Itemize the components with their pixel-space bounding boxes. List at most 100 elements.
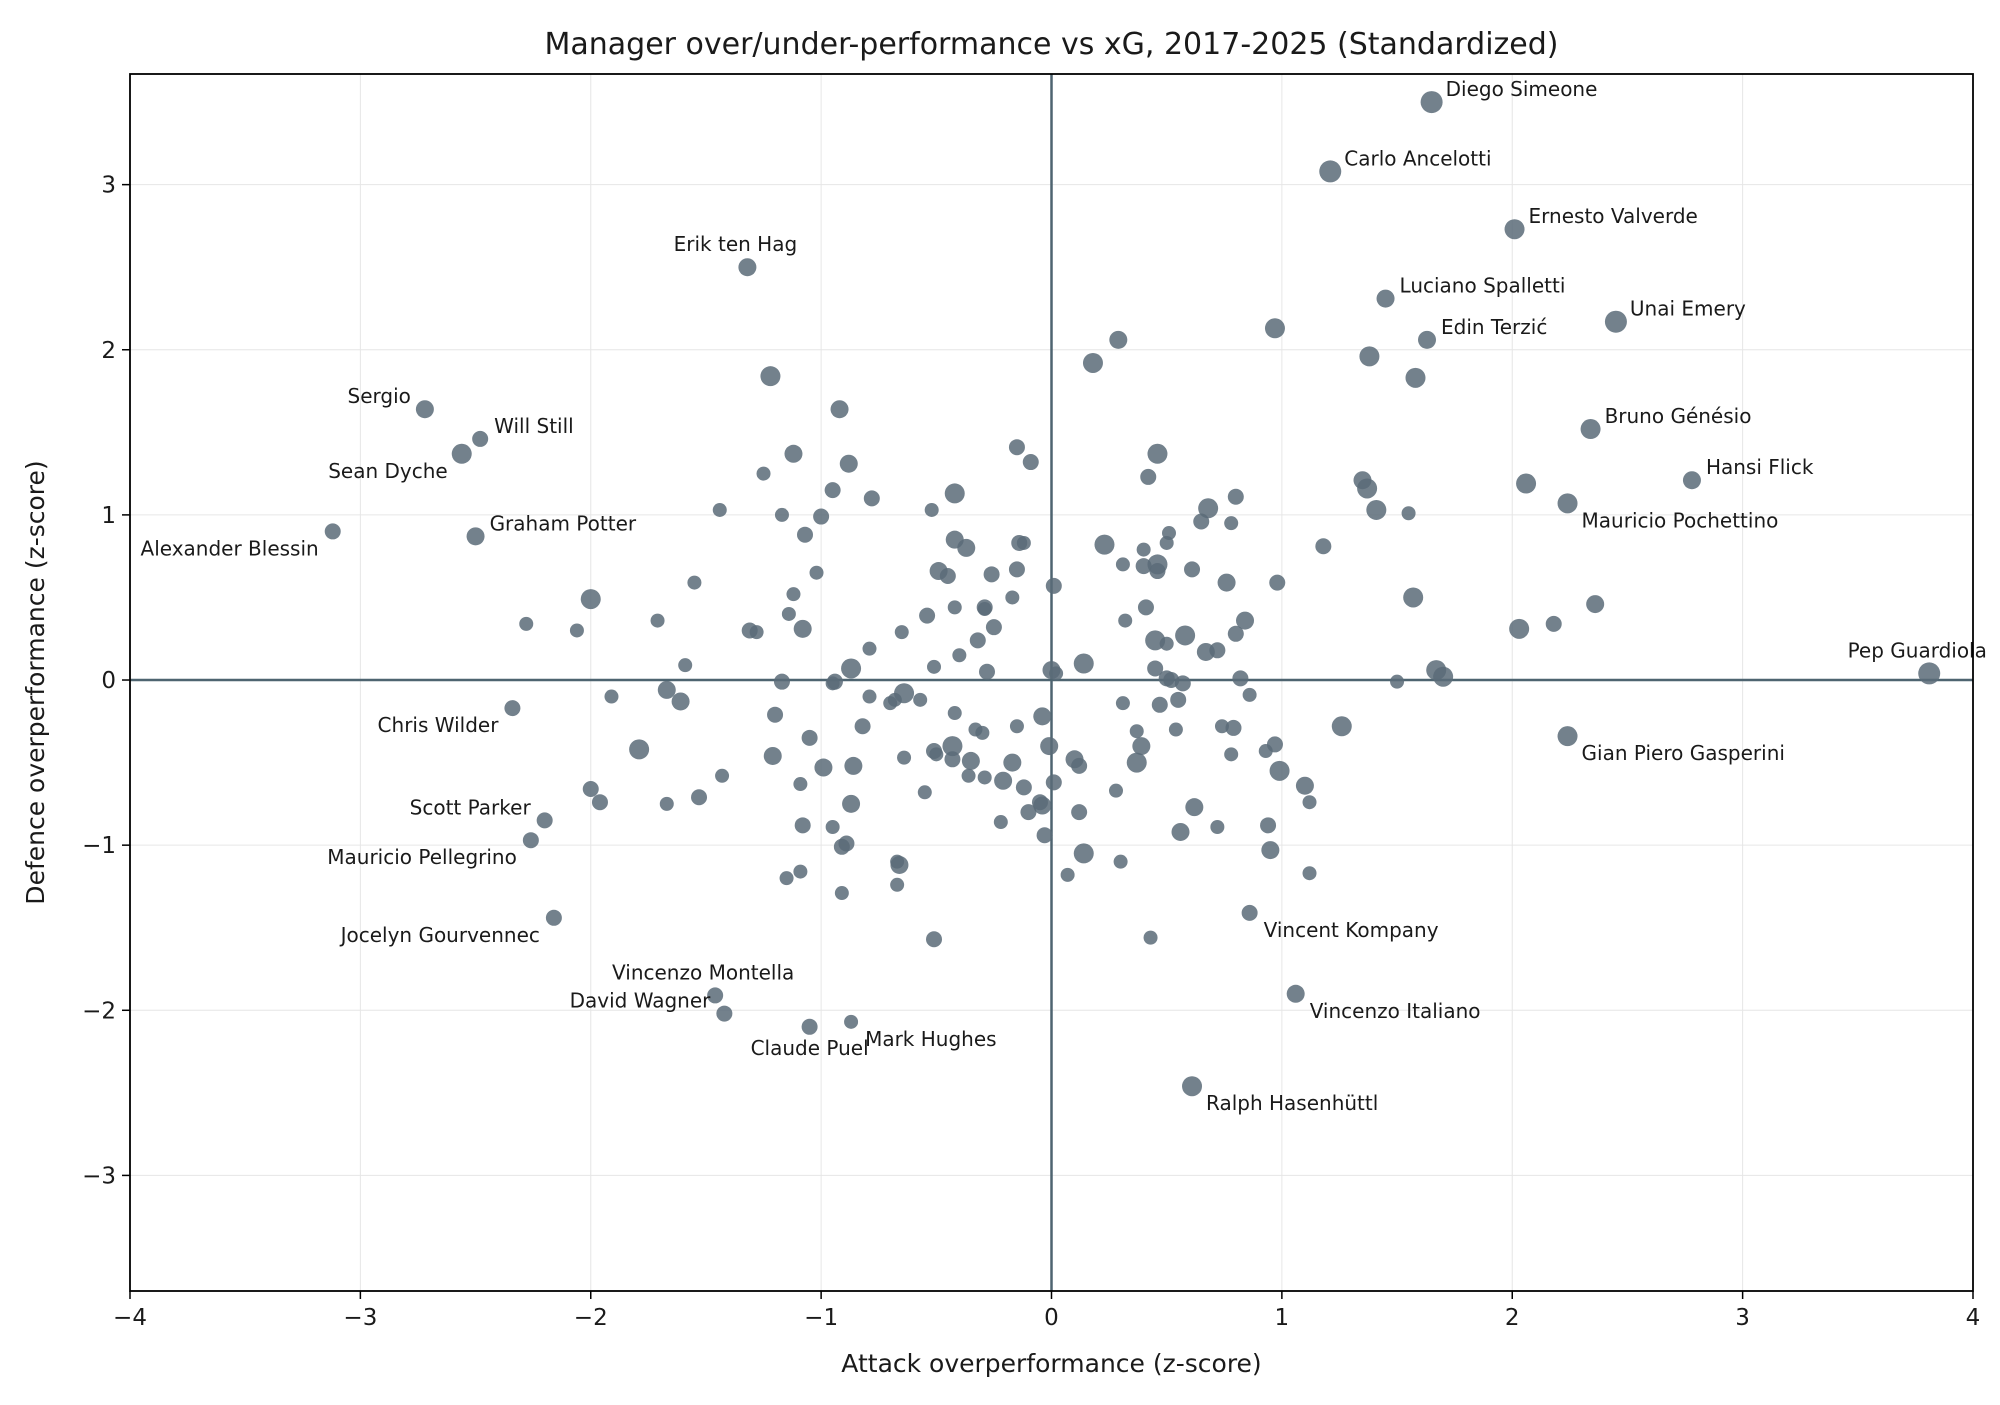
data-point	[801, 729, 818, 746]
data-point	[1135, 558, 1152, 575]
data-point	[1008, 561, 1025, 578]
data-point	[1003, 753, 1022, 772]
data-point	[1159, 636, 1174, 651]
data-point	[1071, 757, 1088, 774]
y-tick-label: −3	[82, 1163, 116, 1189]
point-annotation: Alexander Blessin	[141, 536, 319, 560]
point-annotation: Vincenzo Italiano	[1310, 999, 1481, 1023]
data-point	[712, 502, 727, 517]
point-annotation: Unai Emery	[1630, 297, 1746, 321]
data-point	[961, 751, 980, 770]
data-point	[1094, 534, 1115, 555]
data-point	[977, 770, 992, 785]
data-point	[1545, 615, 1562, 632]
data-point	[691, 789, 708, 806]
data-point	[834, 886, 849, 901]
point-annotation: Jocelyn Gourvennec	[339, 923, 540, 947]
data-point	[994, 771, 1013, 790]
data-point	[957, 538, 976, 557]
data-point	[1509, 618, 1530, 639]
x-tick-label: 0	[1044, 1305, 1059, 1331]
data-point	[1261, 841, 1280, 860]
data-point	[1266, 736, 1283, 753]
data-point	[1227, 625, 1244, 642]
labeled-data-point	[844, 1014, 859, 1029]
data-point	[1171, 822, 1190, 841]
annotation-layer: Diego Simeone Carlo Ancelotti Ernesto Valv…	[141, 77, 1987, 1115]
data-point	[796, 526, 813, 543]
x-tick-label: 3	[1735, 1305, 1750, 1331]
point-annotation: Sergio	[348, 384, 411, 408]
data-point	[779, 871, 794, 886]
labeled-data-point	[1319, 160, 1342, 183]
data-point	[1109, 783, 1124, 798]
data-point	[767, 706, 784, 723]
y-tick-label: −1	[82, 833, 116, 859]
labeled-data-point	[1504, 219, 1525, 240]
data-point	[842, 794, 861, 813]
x-tick-label: −2	[574, 1305, 608, 1331]
data-point	[1224, 747, 1239, 762]
data-point	[1009, 719, 1024, 734]
data-point	[1109, 330, 1128, 349]
y-axis-label: Defence overperformance (z-score)	[21, 460, 50, 904]
data-point	[944, 751, 961, 768]
data-point	[947, 706, 962, 721]
labeled-data-point	[324, 523, 341, 540]
data-point	[993, 815, 1008, 830]
data-point	[773, 673, 790, 690]
data-point	[781, 606, 796, 621]
reference-lines	[130, 74, 1973, 1291]
point-annotation: Chris Wilder	[378, 713, 500, 737]
data-point	[1033, 796, 1052, 815]
data-point	[1586, 595, 1605, 614]
data-point	[983, 566, 1000, 583]
point-annotation: Mark Hughes	[865, 1027, 996, 1051]
data-point	[1232, 670, 1249, 687]
data-point	[1359, 346, 1380, 367]
data-point	[687, 575, 702, 590]
labeled-data-point	[738, 258, 757, 277]
data-point	[650, 613, 665, 628]
data-point	[794, 817, 811, 834]
labeled-data-point	[536, 812, 553, 829]
labeled-data-point	[522, 832, 539, 849]
data-point	[978, 663, 995, 680]
data-point	[1045, 577, 1062, 594]
data-point	[1357, 478, 1378, 499]
data-point	[1403, 587, 1424, 608]
data-point	[1185, 798, 1204, 817]
data-point	[1390, 674, 1405, 689]
data-point	[814, 758, 833, 777]
data-point	[1210, 819, 1225, 834]
point-annotation: Vincenzo Montella	[612, 960, 794, 984]
data-point	[1405, 367, 1426, 388]
x-tick-label: −4	[113, 1305, 147, 1331]
data-point	[591, 794, 608, 811]
x-tick-label: −1	[804, 1305, 838, 1331]
data-point	[1147, 443, 1168, 464]
data-point	[582, 781, 599, 798]
data-point	[1209, 642, 1226, 659]
data-point	[1049, 666, 1064, 681]
data-point	[1175, 625, 1196, 646]
labeled-data-point	[1376, 289, 1395, 308]
labeled-data-point	[1682, 471, 1701, 490]
data-point	[629, 739, 650, 760]
point-annotation: Claude Puel	[751, 1036, 869, 1060]
labeled-data-point	[1182, 1076, 1203, 1097]
data-point	[1082, 352, 1103, 373]
data-point	[1151, 696, 1168, 713]
data-point	[784, 444, 803, 463]
data-point	[926, 931, 943, 948]
data-point	[678, 658, 693, 673]
data-point	[793, 864, 808, 879]
data-point	[977, 602, 992, 617]
y-tick-label: 1	[101, 503, 116, 529]
data-point	[927, 659, 942, 674]
point-annotation: Will Still	[494, 414, 574, 438]
data-point	[1036, 827, 1053, 844]
y-tick-label: 0	[101, 668, 116, 694]
point-annotation: Sean Dyche	[328, 459, 448, 483]
y-tick-label: 3	[101, 173, 116, 199]
